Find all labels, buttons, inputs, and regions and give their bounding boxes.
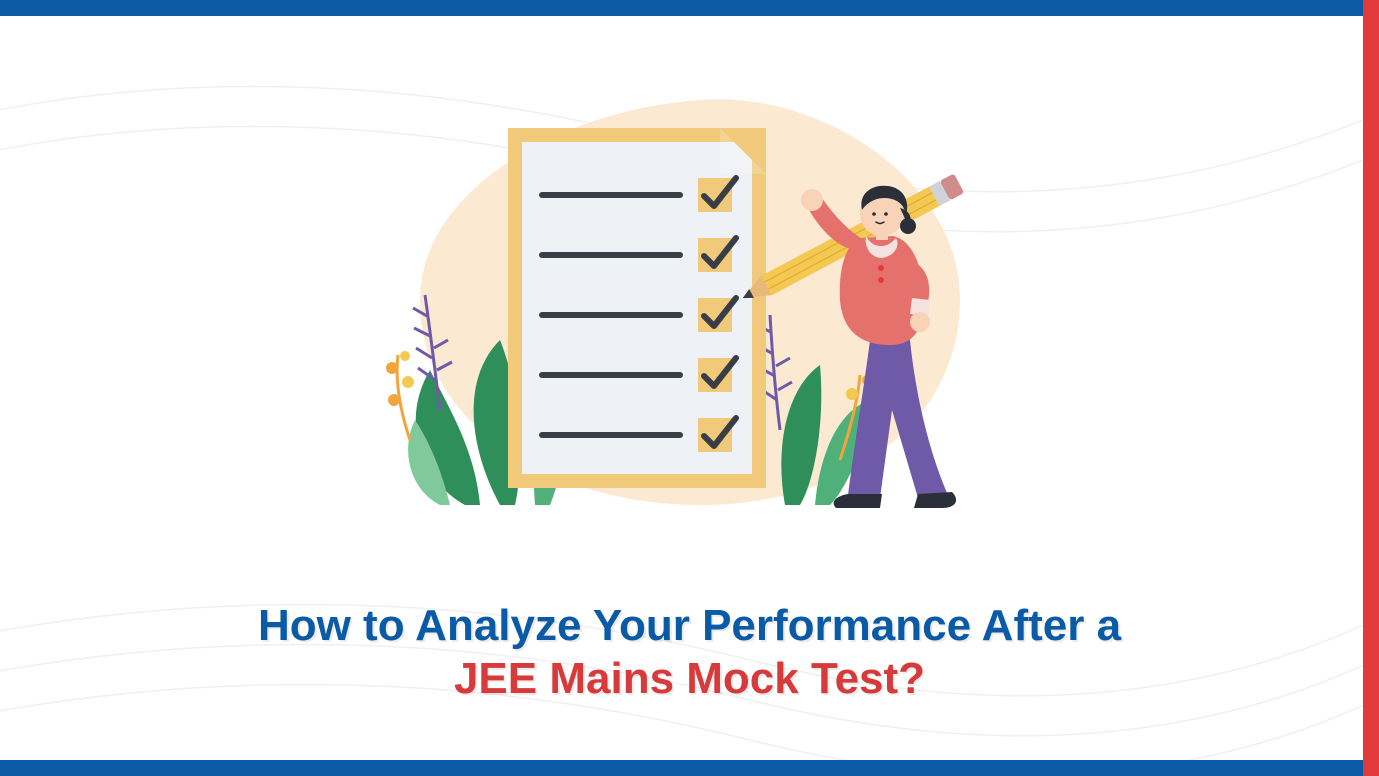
- checklist-paper: [508, 128, 766, 488]
- checklist-illustration: [380, 110, 1000, 510]
- right-border-bar: [1363, 0, 1379, 776]
- headline: How to Analyze Your Performance After a …: [0, 600, 1379, 706]
- bottom-border-bar: [0, 760, 1379, 776]
- headline-line1: How to Analyze Your Performance After a: [60, 600, 1319, 653]
- headline-line2: JEE Mains Mock Test?: [60, 653, 1319, 706]
- top-border-bar: [0, 0, 1379, 16]
